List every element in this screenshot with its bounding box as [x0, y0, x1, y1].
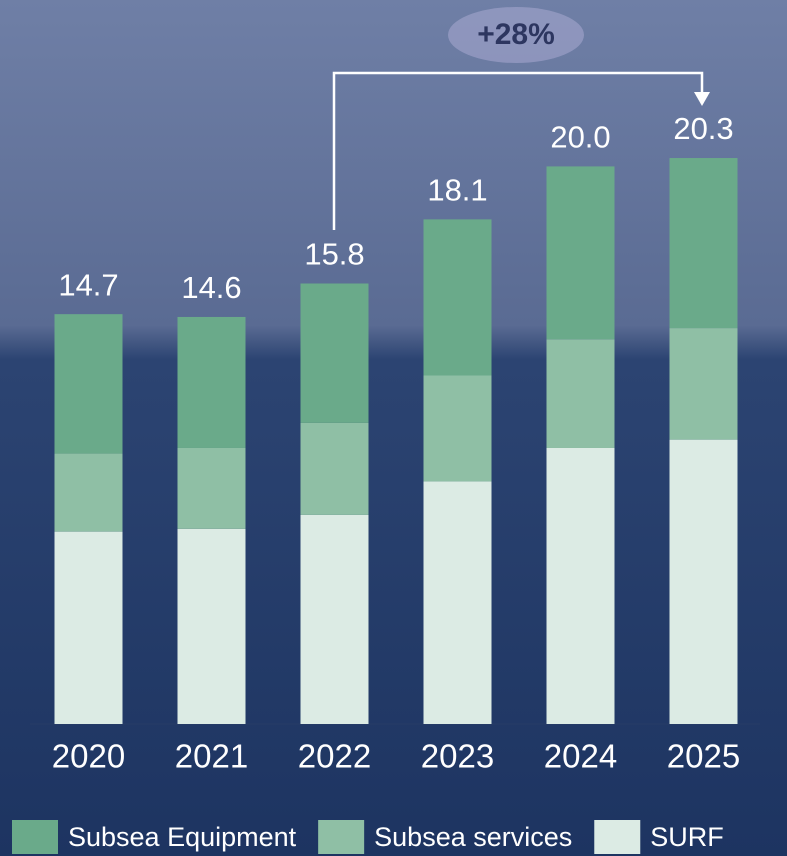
x-tick-label: 2023: [421, 738, 494, 775]
bar-segment: [177, 447, 246, 529]
total-label: 14.7: [58, 267, 118, 302]
bar-segment: [54, 531, 123, 724]
arrow-head: [694, 92, 710, 106]
total-label: 15.8: [304, 237, 364, 272]
legend-label: Subsea Equipment: [68, 822, 297, 852]
bar-segment: [423, 481, 492, 724]
bar-segment: [669, 158, 738, 329]
bar-segment: [423, 375, 492, 482]
x-tick-label: 2021: [175, 738, 248, 775]
bar-segment: [300, 514, 369, 724]
legend-swatch: [318, 820, 365, 854]
bar-segment: [54, 453, 123, 532]
legend-swatch: [12, 820, 58, 854]
bar-segment: [177, 316, 246, 448]
legend-swatch: [594, 820, 641, 854]
bar-segment: [546, 339, 615, 448]
bar-segment: [546, 166, 615, 340]
total-label: 20.0: [550, 120, 610, 155]
legend-label: Subsea services: [374, 822, 572, 852]
bar-segment: [669, 439, 738, 724]
total-label: 14.6: [181, 270, 241, 305]
bar-segment: [300, 283, 369, 423]
bar-segment: [423, 219, 492, 376]
x-tick-label: 2022: [298, 738, 371, 775]
x-tick-label: 2024: [544, 738, 617, 775]
growth-arrow: [332, 71, 704, 230]
bar-segment: [300, 422, 369, 515]
bar-segment: [546, 447, 615, 724]
annotation: +28%: [477, 18, 555, 51]
total-label: 20.3: [673, 111, 733, 146]
annotation-badge: [448, 7, 584, 63]
bar-segment: [177, 528, 246, 724]
legend-label: SURF: [650, 822, 724, 852]
x-tick-label: 2020: [52, 738, 125, 775]
total-label: 18.1: [427, 173, 487, 208]
bar-segment: [54, 314, 123, 454]
x-tick-label: 2025: [667, 738, 740, 775]
bar-segment: [669, 328, 738, 440]
